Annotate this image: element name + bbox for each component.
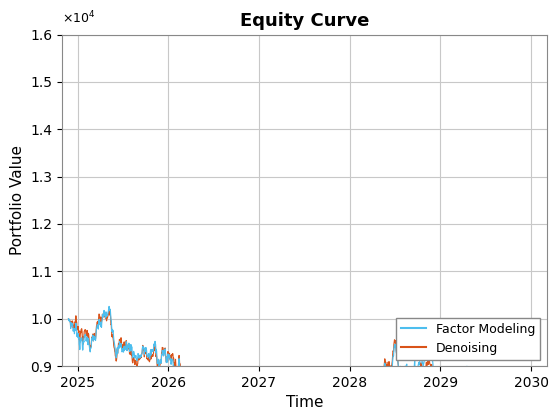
Line: Denoising: Denoising <box>68 310 540 420</box>
Factor Modeling <box>106 304 113 309</box>
Denoising <box>121 344 128 349</box>
Line: Factor Modeling: Factor Modeling <box>68 307 540 420</box>
Y-axis label: Portfolio Value: Portfolio Value <box>10 145 25 255</box>
Factor Modeling <box>65 316 72 321</box>
Factor Modeling <box>101 313 108 318</box>
Factor Modeling <box>537 378 544 383</box>
Denoising <box>65 316 72 321</box>
Denoising <box>106 307 113 312</box>
Denoising <box>101 314 108 319</box>
Denoising <box>537 390 544 395</box>
Legend: Factor Modeling, Denoising: Factor Modeling, Denoising <box>396 318 540 360</box>
X-axis label: Time: Time <box>286 395 323 410</box>
Title: Equity Curve: Equity Curve <box>240 12 369 30</box>
Factor Modeling <box>121 348 128 353</box>
Text: $\times10^4$: $\times10^4$ <box>62 10 96 26</box>
